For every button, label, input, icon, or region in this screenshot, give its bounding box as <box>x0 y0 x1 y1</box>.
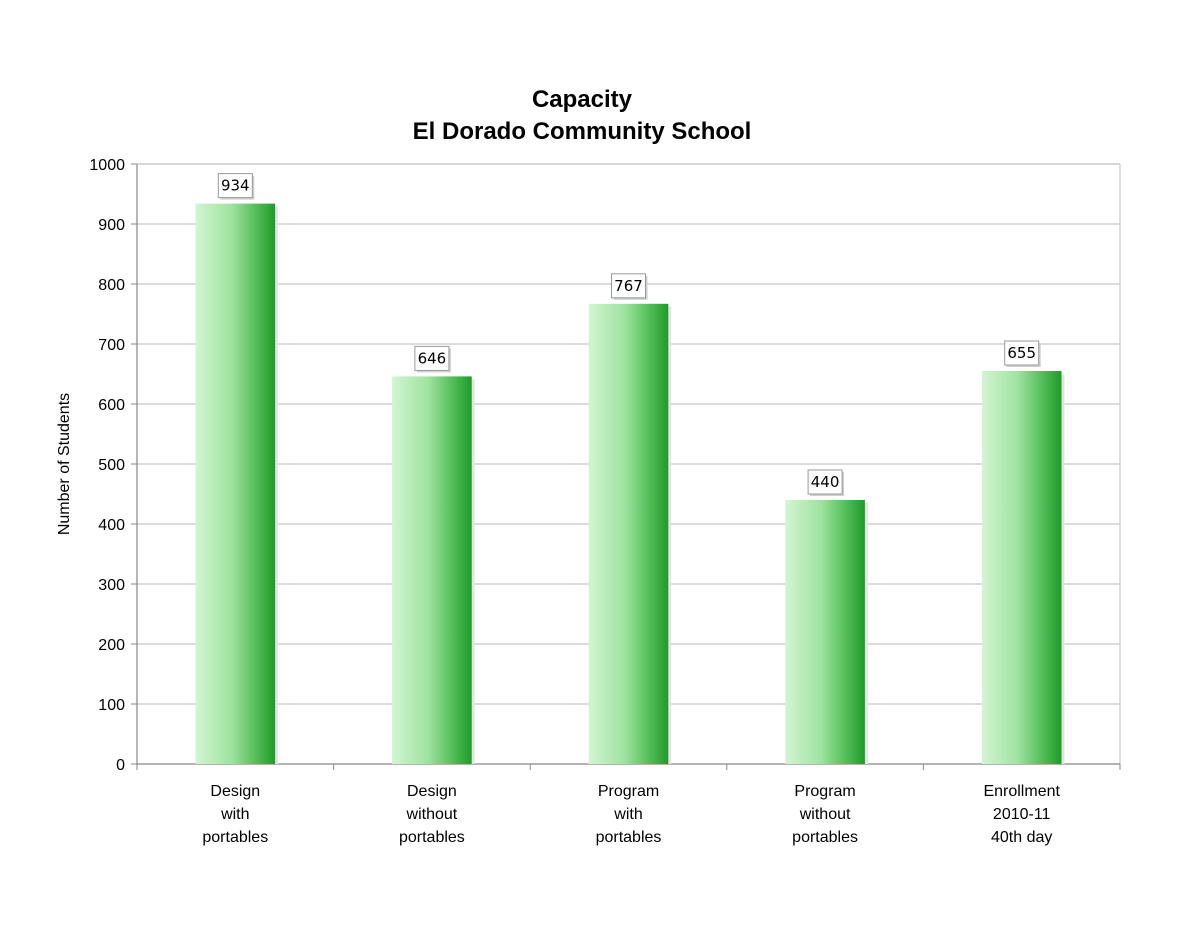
x-category-label: Program <box>794 783 855 800</box>
y-tick-label: 1000 <box>89 157 125 174</box>
bars <box>195 203 1065 765</box>
x-category-label: portables <box>202 829 268 846</box>
x-category-label: with <box>613 806 642 823</box>
y-axis-label: Number of Students <box>56 393 73 535</box>
y-tick-label: 300 <box>98 577 125 594</box>
x-category-label: Design <box>210 783 260 800</box>
bar <box>785 500 865 764</box>
y-tick-label: 700 <box>98 337 125 354</box>
chart-title-line2: El Dorado Community School <box>412 118 752 145</box>
data-label: 767 <box>614 277 643 295</box>
data-label-box <box>807 469 843 495</box>
x-category-label: 40th day <box>991 829 1052 846</box>
chart-title: Capacity El Dorado Community School <box>0 84 1164 148</box>
y-tick-label: 600 <box>98 397 125 414</box>
bar <box>195 203 276 765</box>
x-category-label: with <box>220 806 249 823</box>
bar <box>392 376 472 764</box>
x-category-label: Program <box>598 783 659 800</box>
data-label: 646 <box>418 349 447 367</box>
x-category-label: Design <box>407 783 457 800</box>
x-category-label: portables <box>792 829 858 846</box>
tick-labels: 0 100 200 300 400 500 600 700 800 900 1000 Design wi… <box>89 157 1060 846</box>
chart-title-line1: Capacity <box>531 86 633 113</box>
data-label: 655 <box>1007 344 1036 362</box>
x-category-label: 2010-11 <box>993 806 1051 823</box>
data-label: 934 <box>221 177 250 195</box>
x-category-label: portables <box>399 829 465 846</box>
data-label-box <box>611 273 646 299</box>
data-label-box <box>217 173 253 199</box>
data-labels: 934 646 767 440 655 <box>217 173 1041 496</box>
x-category-label: portables <box>596 829 662 846</box>
x-category-label: without <box>406 806 458 823</box>
y-tick-label: 900 <box>98 217 125 234</box>
y-tick-label: 500 <box>98 457 125 474</box>
data-label: 440 <box>811 473 840 491</box>
y-tick-label: 800 <box>98 277 125 294</box>
y-tick-label: 200 <box>98 637 125 654</box>
y-tick-label: 0 <box>116 757 125 774</box>
y-tick-label: 100 <box>98 697 125 714</box>
data-label-box <box>1004 340 1040 366</box>
bar <box>981 371 1062 764</box>
bar <box>588 303 669 764</box>
data-label-box <box>414 345 450 371</box>
x-category-label: without <box>799 806 851 823</box>
x-category-label: Enrollment <box>983 783 1060 800</box>
y-tick-label: 400 <box>98 517 125 534</box>
